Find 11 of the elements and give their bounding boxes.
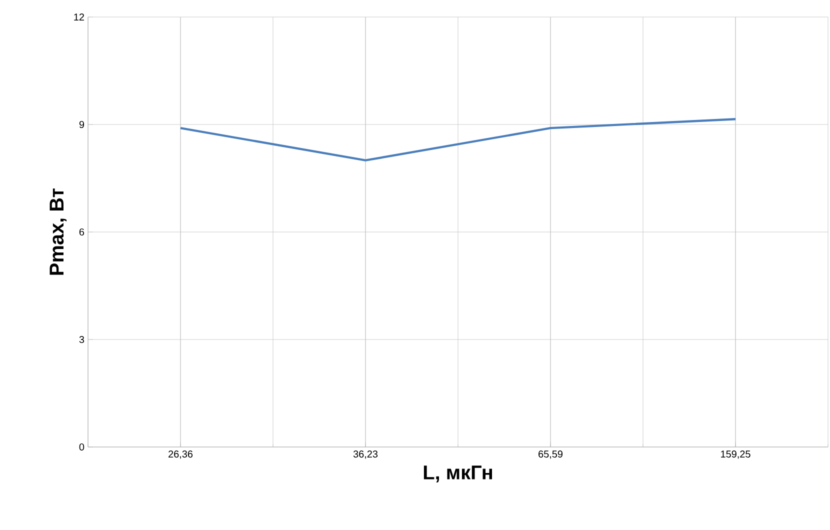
y-tick-label: 9 [79, 120, 84, 128]
x-tick-label: 65,59 [538, 450, 563, 459]
y-tick-label: 0 [79, 443, 84, 451]
x-tick-label: 159,25 [721, 450, 750, 459]
y-tick-label: 3 [79, 336, 84, 344]
y-tick-label: 12 [74, 14, 84, 20]
x-tick-label: 26,36 [168, 450, 193, 459]
x-tick-label: 36,23 [353, 450, 378, 459]
y-tick-label: 6 [79, 228, 84, 236]
x-axis-title: L, мкГн [424, 466, 492, 482]
y-axis-title: Pmax, Вт [50, 188, 67, 275]
